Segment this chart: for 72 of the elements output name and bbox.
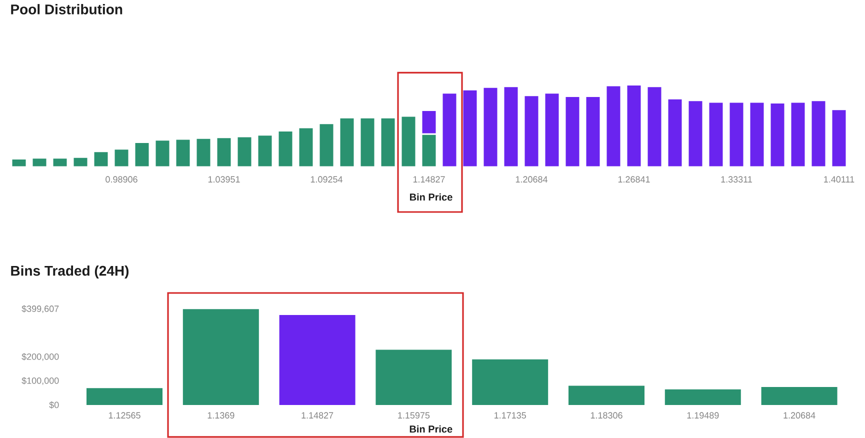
bar xyxy=(134,142,150,168)
y-tick-label: $0 xyxy=(49,401,59,409)
bar xyxy=(472,359,548,405)
bar xyxy=(664,389,741,405)
chart-title: Pool Distribution xyxy=(11,4,122,14)
bar xyxy=(666,98,684,168)
bar xyxy=(462,88,478,168)
x-tick-label: 1.03951 xyxy=(208,176,240,183)
y-tick-label: $100,000 xyxy=(22,377,59,385)
bar xyxy=(52,157,68,168)
x-tick-label: 1.17135 xyxy=(494,412,526,419)
bar xyxy=(182,309,259,405)
x-tick-label: 1.19489 xyxy=(687,412,719,419)
x-tick-label: 1.09254 xyxy=(310,176,342,183)
x-tick-label: 1.1369 xyxy=(208,412,234,419)
bar xyxy=(216,136,232,168)
bar xyxy=(400,115,417,168)
chart-title: Bins Traded (24H) xyxy=(11,265,129,279)
x-tick-label: 1.15975 xyxy=(398,412,430,419)
bar xyxy=(810,100,827,168)
y-tick-label: $399,607 xyxy=(22,305,59,313)
x-tick-label: 1.14827 xyxy=(302,412,334,419)
bar xyxy=(769,102,786,168)
bar xyxy=(298,126,314,168)
bar xyxy=(544,92,560,168)
bar xyxy=(113,148,130,168)
bar xyxy=(279,314,356,405)
bar xyxy=(687,100,704,168)
x-axis-title: Bin Price xyxy=(410,193,452,201)
bar xyxy=(72,156,89,168)
bar xyxy=(564,95,581,168)
x-tick-label: 1.20684 xyxy=(784,412,816,419)
bar xyxy=(523,94,540,168)
x-tick-label: 1.40111 xyxy=(824,176,854,183)
bar xyxy=(376,350,452,405)
bar xyxy=(790,101,806,168)
bar xyxy=(236,136,253,168)
bar xyxy=(86,388,163,405)
x-tick-label: 1.14827 xyxy=(413,176,445,183)
x-tick-label: 1.20684 xyxy=(516,176,548,183)
bar xyxy=(584,95,602,168)
bar xyxy=(256,134,274,168)
bar xyxy=(568,386,644,405)
bar xyxy=(195,137,212,168)
bar xyxy=(31,157,48,168)
x-axis-title: Bin Price xyxy=(410,425,452,433)
bar xyxy=(10,158,28,168)
bar xyxy=(708,101,724,168)
bar xyxy=(441,92,458,168)
bar xyxy=(482,86,499,168)
x-tick-label: 1.12565 xyxy=(108,412,140,419)
bar xyxy=(380,116,396,168)
bar xyxy=(830,108,848,168)
bar xyxy=(359,116,376,168)
bar xyxy=(646,86,663,168)
bar xyxy=(748,101,766,168)
bar xyxy=(626,84,642,168)
bar xyxy=(154,139,171,168)
x-tick-label: 1.18306 xyxy=(590,412,622,419)
bar xyxy=(728,101,745,168)
bar xyxy=(277,130,294,168)
x-tick-label: 1.26841 xyxy=(618,176,650,183)
y-tick-label: $200,000 xyxy=(22,353,59,361)
bar xyxy=(318,122,335,168)
x-tick-label: 0.98906 xyxy=(106,176,138,183)
bar xyxy=(502,86,520,168)
x-tick-label: 1.33311 xyxy=(721,176,752,183)
bar xyxy=(338,116,356,168)
bar xyxy=(605,84,622,168)
bar xyxy=(174,138,192,168)
bar xyxy=(761,386,838,405)
bar xyxy=(92,150,110,168)
